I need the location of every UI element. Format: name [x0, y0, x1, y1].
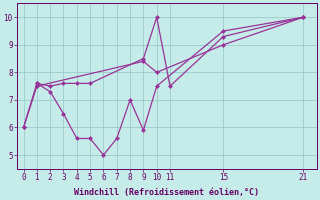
X-axis label: Windchill (Refroidissement éolien,°C): Windchill (Refroidissement éolien,°C) — [74, 188, 259, 197]
